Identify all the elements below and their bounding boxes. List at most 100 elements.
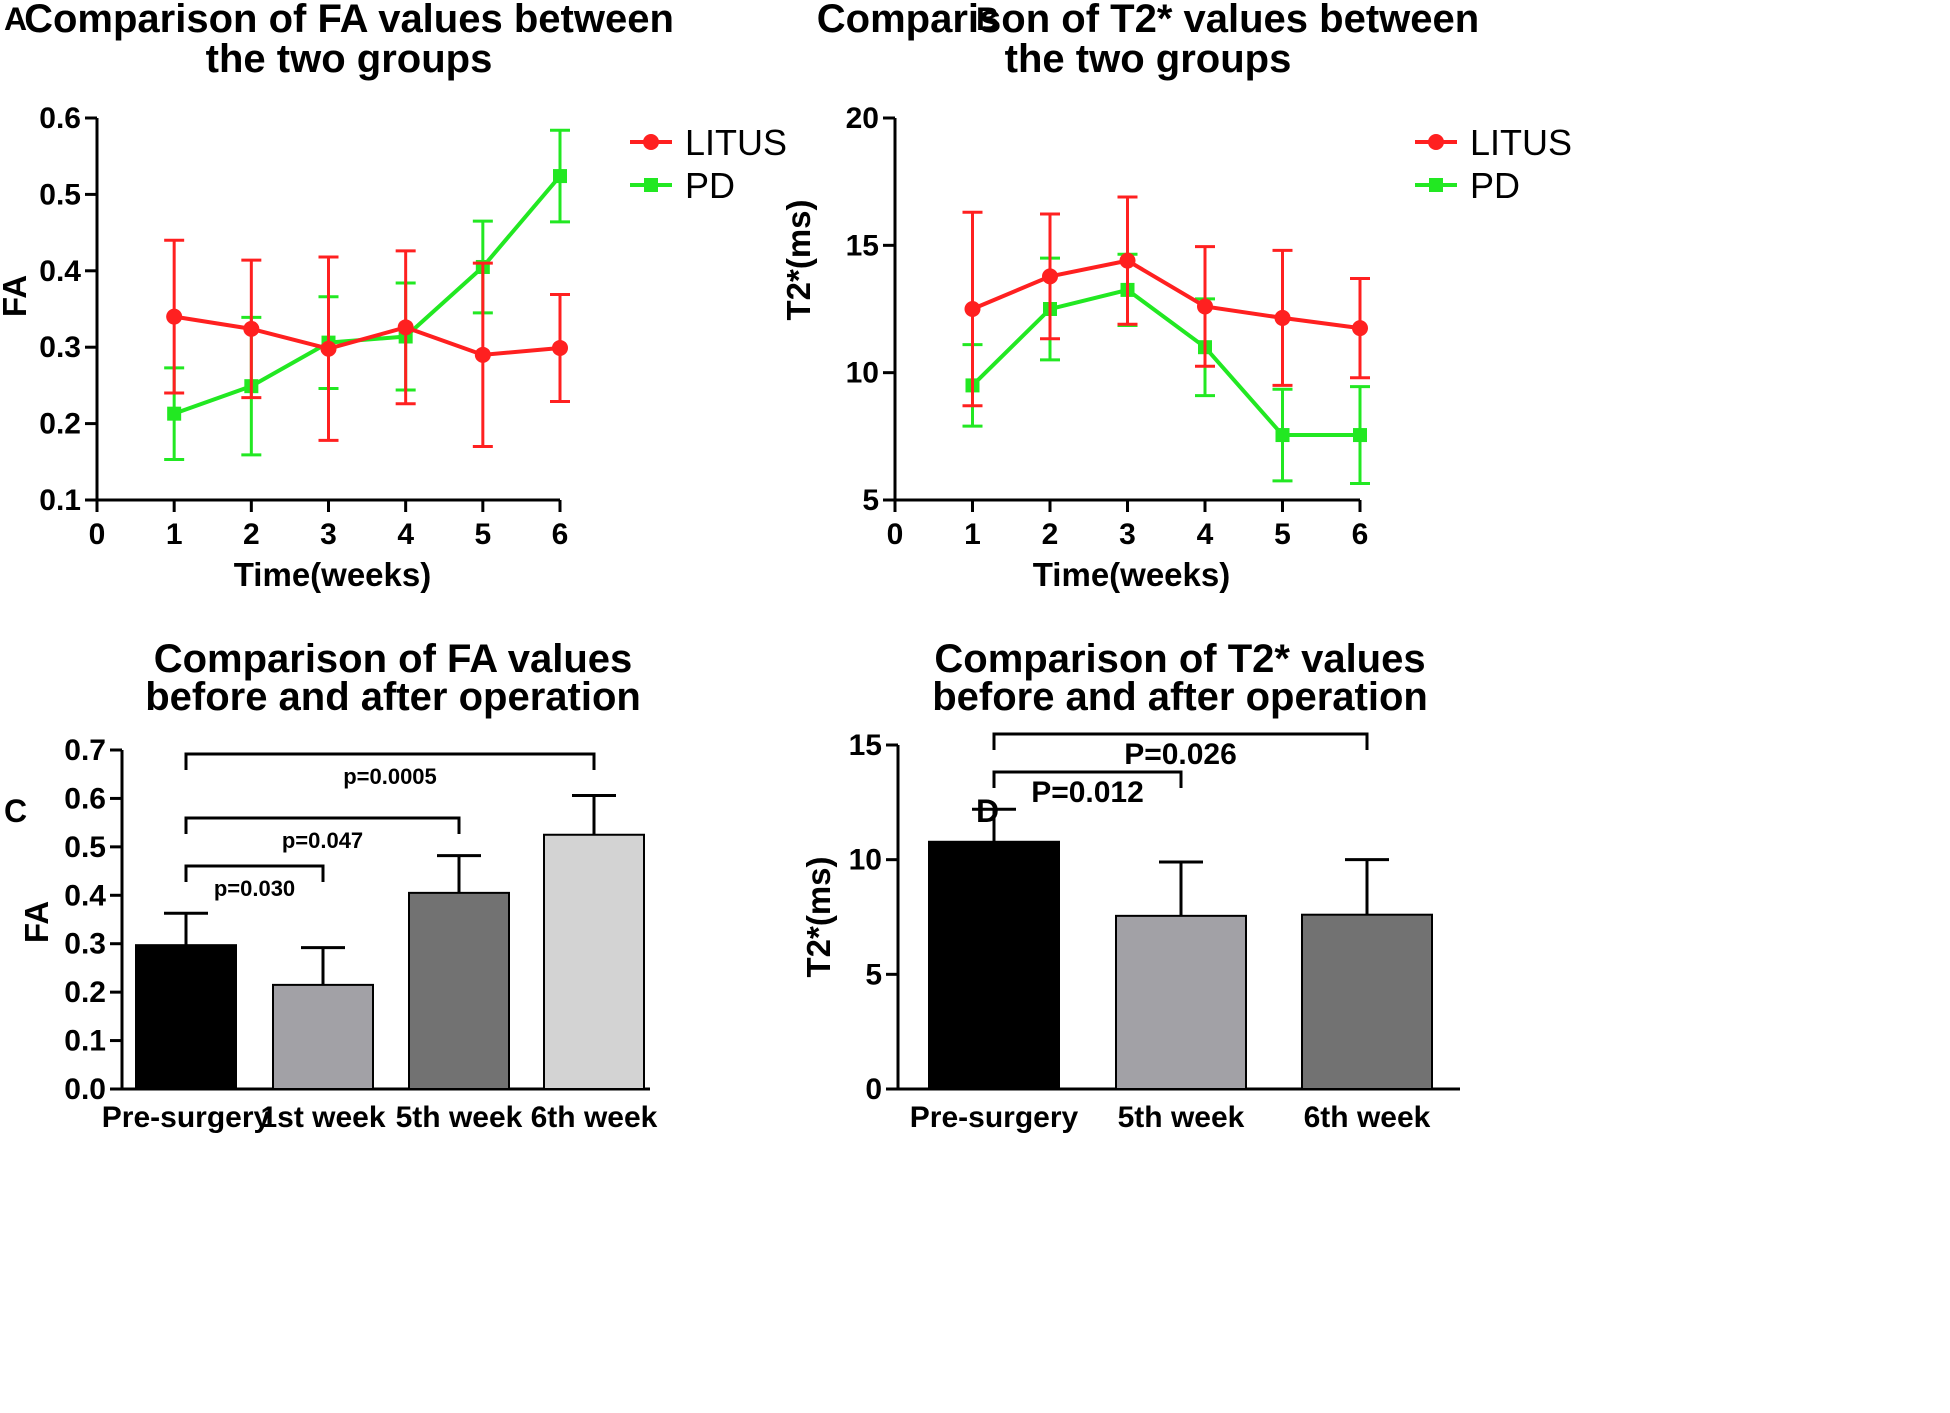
panel-letter-d: D: [976, 793, 999, 829]
chart-b-pd-point: [1353, 428, 1367, 443]
chart-a-litus-point: [397, 319, 414, 336]
panel-letter-b: B: [976, 1, 999, 37]
chart-a-x-tick-label: 2: [243, 518, 260, 551]
panel-letter-a: A: [4, 1, 27, 37]
chart-c-x-tick-label: Pre-surgery: [102, 1101, 271, 1134]
chart-c-y-tick-label: 0.6: [64, 782, 106, 815]
chart-c-title-line-1: Comparison of FA values: [154, 637, 633, 681]
chart-a-litus-point: [166, 308, 183, 325]
chart-b-y-tick-label: 5: [862, 484, 879, 517]
chart-b-y-tick-label: 10: [846, 357, 879, 390]
chart-c-x-tick-label: 1st week: [260, 1101, 385, 1134]
chart-a-pd-point: [553, 169, 567, 184]
chart-a-pd-line: [173, 174, 562, 416]
chart-d-title-line-1: Comparison of T2* values: [934, 637, 1425, 681]
chart-b-legend-pd-label: PD: [1470, 165, 1520, 206]
chart-c-x-tick-label: 5th week: [396, 1101, 523, 1134]
chart-c-bracket-3: [184, 752, 596, 770]
chart-a-x-tick-label: 4: [397, 518, 414, 551]
chart-d-bracket-2-label: P=0.026: [1124, 738, 1237, 771]
chart-a-legend-litus-marker: [643, 134, 659, 150]
chart-c-bar-1st-week: [272, 983, 374, 1091]
chart-b-x-tick-label: 5: [1274, 518, 1291, 551]
chart-c-bracket-1: [184, 864, 325, 882]
chart-a-litus-line: [173, 314, 561, 357]
chart-b-x-tick-label: 0: [887, 518, 904, 551]
chart-d-title-line-2: before and after operation: [932, 675, 1428, 719]
chart-d-bracket-2: [992, 732, 1369, 750]
chart-c-y-tick-label: 0.7: [64, 734, 106, 767]
panel-letter-c: C: [4, 793, 27, 829]
chart-b-title-line-1: Comparison of T2* values between: [817, 0, 1479, 41]
chart-a-legend-pd-marker: [644, 178, 658, 192]
chart-b-pd-point: [1275, 428, 1290, 443]
chart-a-y-tick-label: 0.1: [39, 484, 81, 517]
chart-b-x-tick-label: 3: [1119, 518, 1136, 551]
chart-a-litus-point: [320, 340, 337, 357]
chart-c-bar-6th-week: [543, 833, 645, 1090]
chart-a-litus-point: [474, 346, 491, 363]
chart-b-legend-litus-marker: [1428, 134, 1444, 150]
chart-b-x-tick-label: 2: [1042, 518, 1059, 551]
chart-d-x-tick-label: 6th week: [1304, 1101, 1431, 1134]
chart-c-y-tick-label: 0.5: [64, 831, 106, 864]
chart-d-y-tick-label: 5: [865, 958, 882, 991]
chart-c-y-tick-label: 0.4: [64, 879, 106, 912]
chart-c-y-tick-label: 0.2: [64, 976, 106, 1009]
chart-b-title-line-2: the two groups: [1005, 37, 1292, 81]
chart-a-x-tick-label: 6: [552, 518, 569, 551]
chart-b-x-tick-label: 4: [1197, 518, 1214, 551]
chart-b-x-tick-label: 6: [1352, 518, 1369, 551]
chart-d-bracket-1-label: P=0.012: [1031, 776, 1144, 809]
chart-b-litus-line: [971, 258, 1361, 331]
chart-d-bar-6th-week: [1301, 913, 1433, 1090]
chart-c-bracket-2-label: p=0.047: [282, 828, 363, 853]
chart-a-y-tick-label: 0.4: [39, 255, 81, 288]
chart-a-pd-point: [167, 406, 182, 421]
chart-c-y-tick-label: 0.0: [64, 1073, 106, 1106]
chart-b-litus-point: [1119, 252, 1136, 269]
chart-a-legend-litus-label: LITUS: [685, 122, 787, 163]
chart-a-x-tick-label: 1: [166, 518, 183, 551]
chart-c-bracket-2: [184, 816, 461, 834]
chart-a-title-line-2: the two groups: [206, 37, 493, 81]
chart-b-x-axis-label: Time(weeks): [1033, 556, 1230, 593]
chart-c-bar-pre-surgery: [135, 944, 237, 1090]
chart-b-litus-point: [1274, 309, 1291, 326]
chart-b-litus-point: [964, 301, 981, 317]
chart-c-y-tick-label: 0.3: [64, 928, 106, 961]
chart-d-y-tick-label: 10: [849, 844, 882, 877]
chart-a-y-tick-label: 0.5: [39, 178, 81, 211]
chart-a-title-line-1: Comparison of FA values between: [24, 0, 674, 41]
chart-c-y-axis-label: FA: [18, 901, 55, 943]
chart-b-legend-litus-label: LITUS: [1470, 122, 1572, 163]
chart-b-legend-pd-marker: [1429, 178, 1443, 192]
chart-d-bar-pre-surgery: [928, 840, 1060, 1091]
chart-d-y-tick-label: 0: [865, 1073, 882, 1106]
chart-b-litus-point: [1197, 298, 1213, 315]
chart-d-y-tick-label: 15: [849, 729, 882, 762]
chart-a-litus-point: [243, 320, 260, 337]
chart-a-legend-pd-label: PD: [685, 165, 735, 206]
chart-b-y-tick-label: 20: [846, 102, 879, 135]
chart-a-y-tick-label: 0.2: [39, 408, 81, 441]
chart-c-title-line-2: before and after operation: [145, 675, 641, 719]
chart-c-bracket-3-label: p=0.0005: [343, 764, 437, 789]
chart-b-litus-point: [1352, 320, 1368, 337]
chart-b-litus-point: [1042, 268, 1058, 285]
chart-b-x-tick-label: 1: [964, 518, 981, 551]
chart-a-x-tick-label: 5: [474, 518, 491, 551]
chart-a-litus-point: [552, 339, 568, 356]
chart-c-y-tick-label: 0.1: [64, 1025, 106, 1058]
chart-a-y-tick-label: 0.3: [39, 331, 81, 364]
chart-d-y-axis-label: T2*(ms): [800, 856, 837, 977]
chart-c-x-tick-label: 6th week: [531, 1101, 658, 1134]
chart-a-x-tick-label: 0: [89, 518, 106, 551]
chart-b-y-tick-label: 15: [846, 229, 879, 262]
chart-c-bracket-1-label: p=0.030: [214, 876, 295, 901]
